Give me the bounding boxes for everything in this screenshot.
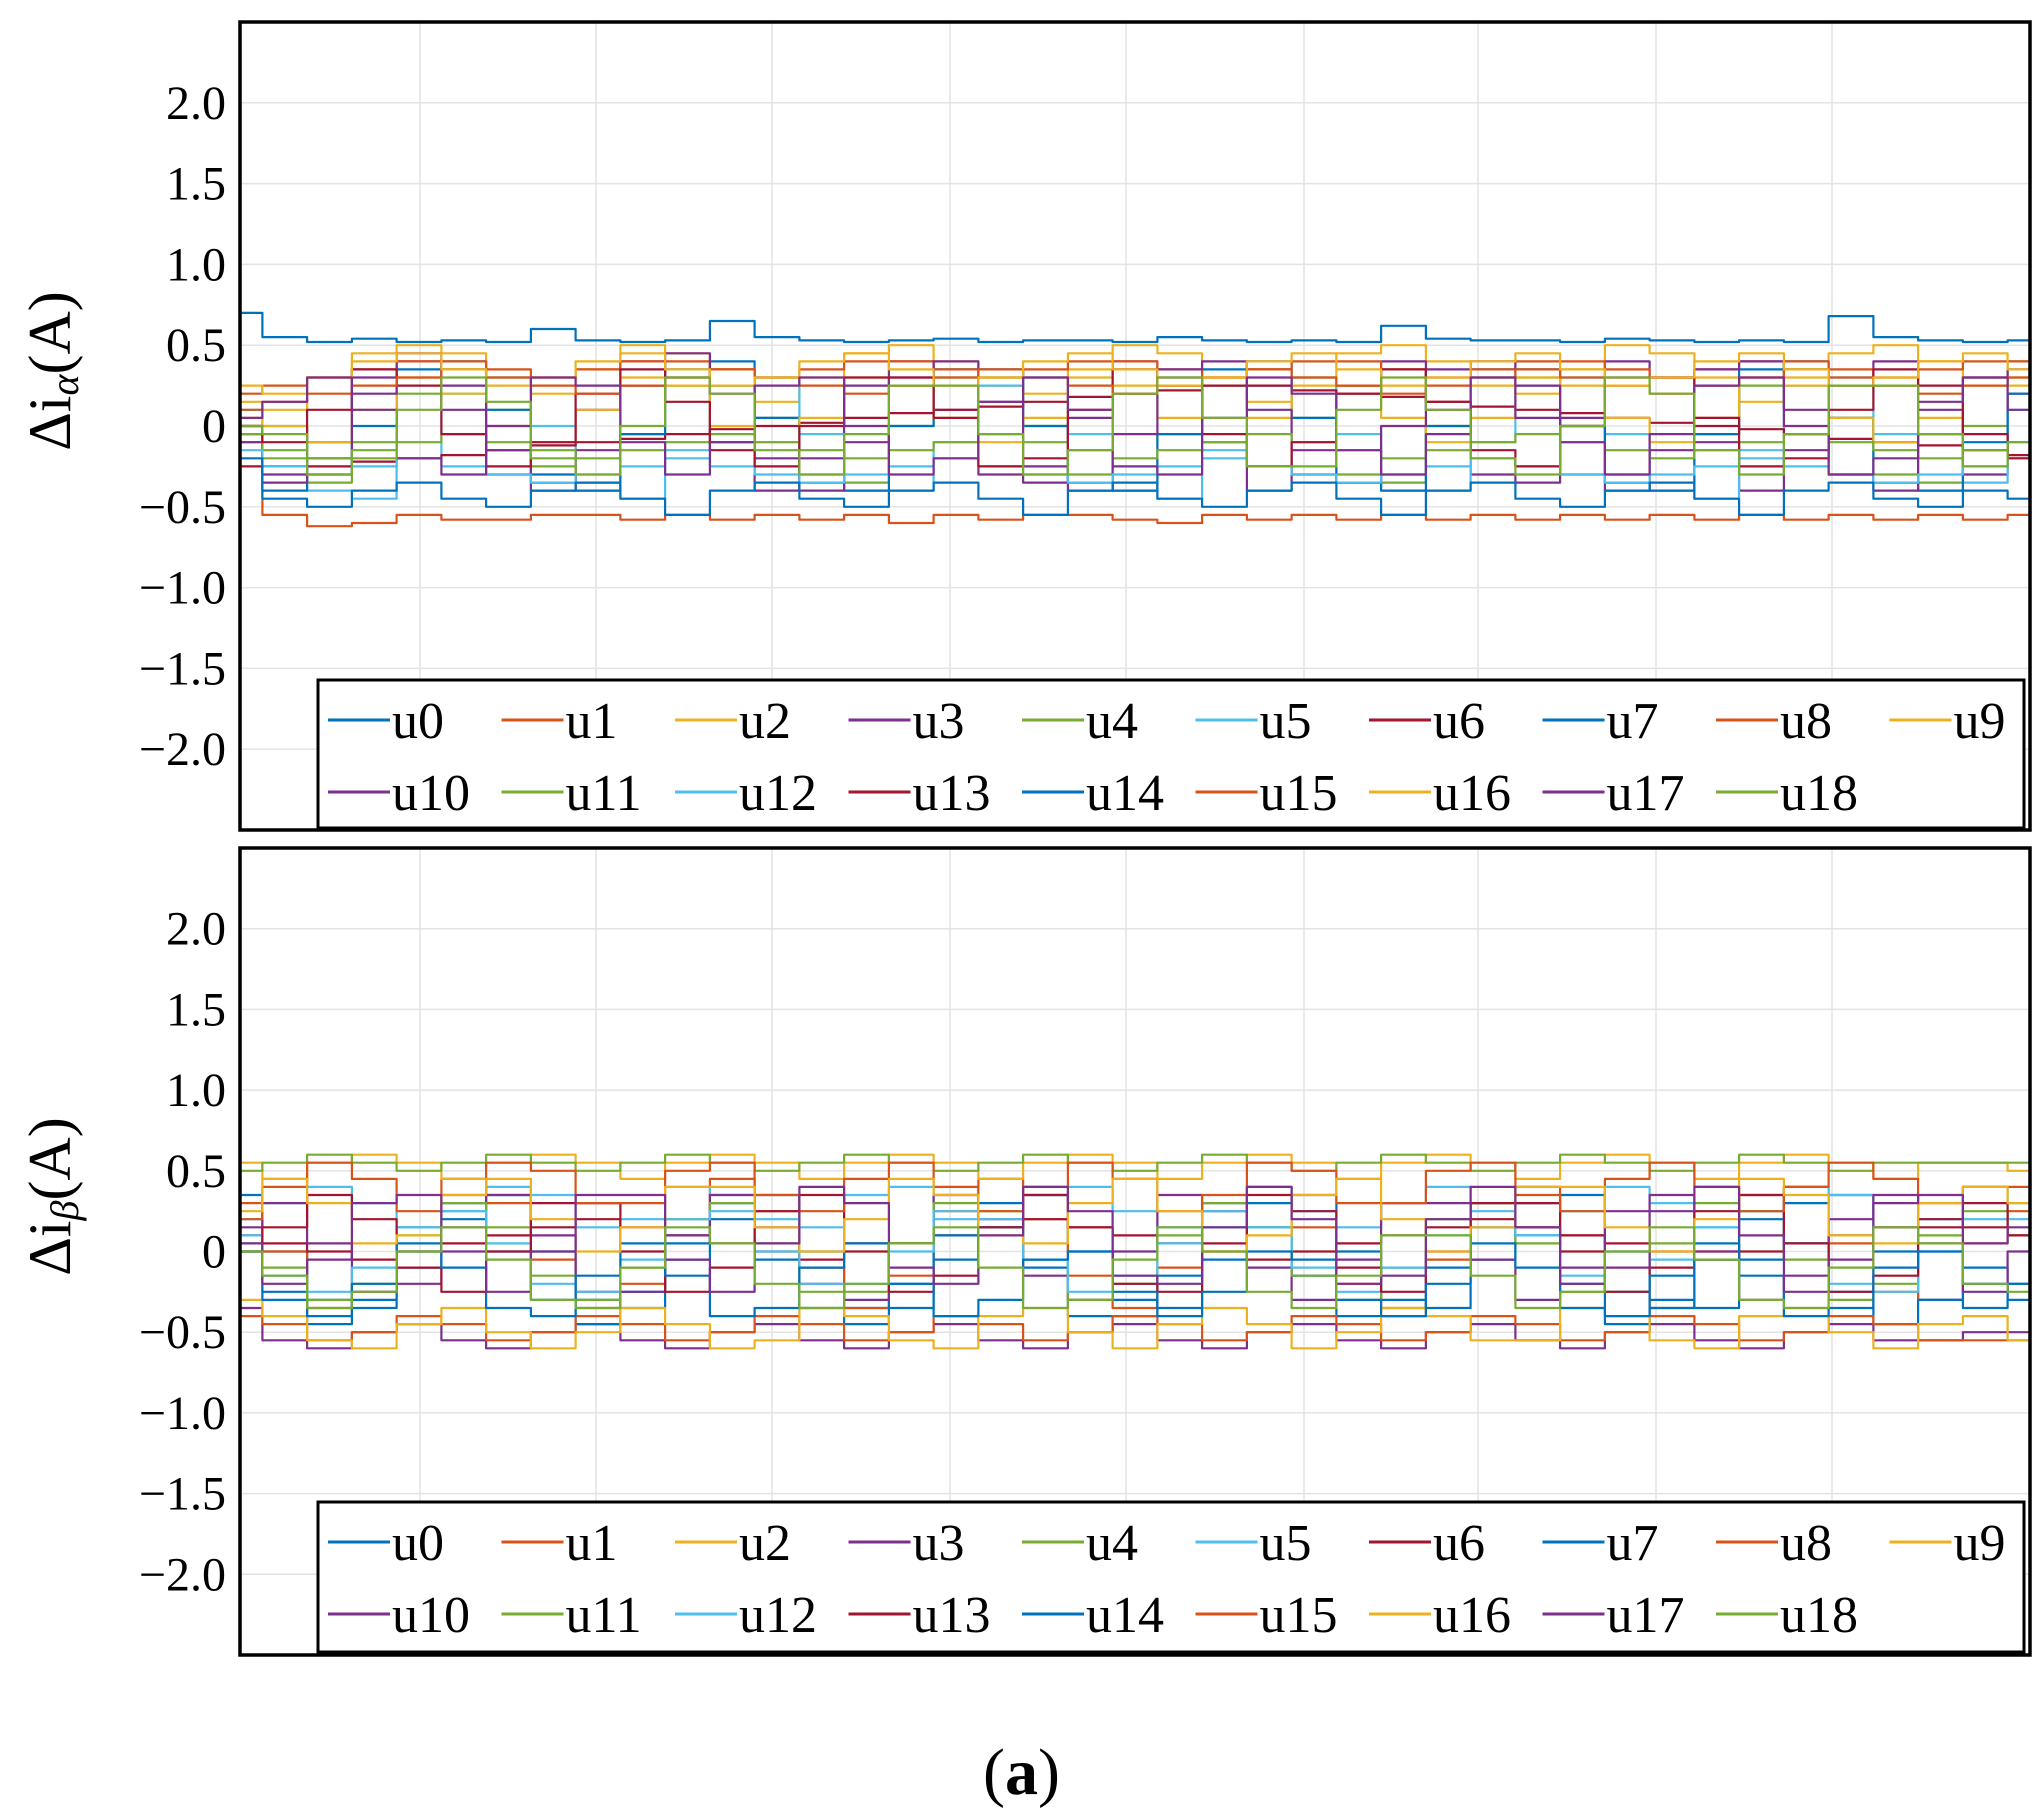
legend-label-u1: u1: [566, 693, 618, 750]
legend-label-u2: u2: [739, 1515, 791, 1572]
ytick-label: −1.5: [139, 642, 226, 695]
ytick-label: 2.0: [166, 903, 226, 956]
legend-label-u18: u18: [1780, 765, 1858, 822]
ytick-label: 2.0: [166, 77, 226, 130]
series-line-u15: [240, 368, 2030, 411]
legend-label-u18: u18: [1780, 1587, 1858, 1644]
legend-label-u11: u11: [566, 765, 642, 822]
legend-label-u7: u7: [1607, 693, 1659, 750]
ytick-label: 1.0: [166, 238, 226, 291]
legend-label-u6: u6: [1433, 693, 1485, 750]
legend-label-u5: u5: [1260, 1515, 1312, 1572]
legend-label-u5: u5: [1260, 693, 1312, 750]
legend-label-u14: u14: [1086, 765, 1164, 822]
legend-label-u10: u10: [392, 1587, 470, 1644]
legend-label-u11: u11: [566, 1587, 642, 1644]
series-line-u11: [240, 433, 2030, 460]
series-line-u9: [240, 1298, 2030, 1350]
ytick-label: 0: [202, 1226, 226, 1279]
series-line-u17: [240, 376, 2030, 476]
y-axis-label-sub: β: [42, 1200, 87, 1221]
legend-label-u14: u14: [1086, 1587, 1164, 1644]
legend-label-u13: u13: [913, 765, 991, 822]
series-line-u6: [240, 1218, 2030, 1261]
y-axis-label: Δiα(A): [17, 291, 87, 451]
legend-label-u12: u12: [739, 1587, 817, 1644]
legend-label-u15: u15: [1260, 765, 1338, 822]
y-axis-label-sub: α: [42, 374, 87, 396]
series-line-u18: [240, 1226, 2030, 1310]
legend-label-u7: u7: [1607, 1515, 1659, 1572]
y-axis-label-prefix: Δi: [17, 396, 83, 451]
y-axis-label: Δiβ(A): [17, 1117, 87, 1275]
legend: u0 u1 u2 u3 u4 u5 u6 u7 u8 u9 u10 u11 u12 u13 u14 u15 u1…: [316, 678, 2026, 830]
series-line-u5: [240, 376, 2030, 500]
caption-label: a: [1005, 1736, 1038, 1809]
ytick-label: −2.0: [139, 723, 226, 776]
legend-label-u6: u6: [1433, 1515, 1485, 1572]
legend-label-u16: u16: [1433, 765, 1511, 822]
legend-label-u4: u4: [1086, 693, 1138, 750]
legend-label-u1: u1: [566, 1515, 618, 1572]
ytick-label: 0: [202, 400, 226, 453]
ytick-label: 1.5: [166, 158, 226, 211]
legend: u0 u1 u2 u3 u4 u5 u6 u7 u8 u9 u10 u11 u12 u13 u14 u15 u1…: [316, 1500, 2026, 1654]
series-line-u13: [240, 368, 2030, 468]
legend-label-u0: u0: [392, 693, 444, 750]
legend-box: [316, 678, 2026, 830]
legend-label-u2: u2: [739, 693, 791, 750]
legend-label-u15: u15: [1260, 1587, 1338, 1644]
series-line-u14: [240, 457, 2030, 516]
legend-label-u9: u9: [1954, 1515, 2006, 1572]
legend-label-u10: u10: [392, 765, 470, 822]
ytick-label: −0.5: [139, 481, 226, 534]
legend-label-u8: u8: [1780, 1515, 1832, 1572]
series-line-u5: [240, 1185, 2030, 1229]
ytick-label: −1.0: [139, 562, 226, 615]
series-line-u16: [240, 352, 2030, 395]
y-axis-label-suffix: (A): [17, 1117, 83, 1200]
ytick-label: 0.5: [166, 1145, 226, 1198]
legend-label-u17: u17: [1607, 1587, 1685, 1644]
series-group: [240, 1153, 2030, 1350]
series-line-u17: [240, 1185, 2030, 1293]
ytick-label: −1.5: [139, 1468, 226, 1521]
legend-label-u3: u3: [913, 1515, 965, 1572]
series-line-u8: [240, 1315, 2030, 1342]
ytick-label: −2.0: [139, 1548, 226, 1601]
ytick-label: 1.0: [166, 1064, 226, 1117]
legend-label-u4: u4: [1086, 1515, 1138, 1572]
ytick-label: −0.5: [139, 1306, 226, 1359]
series-line-u18: [240, 376, 2030, 476]
series-line-u0: [240, 311, 2030, 344]
series-line-u3: [240, 1306, 2030, 1350]
ytick-label: 1.5: [166, 983, 226, 1036]
figure-caption: (a): [983, 1736, 1060, 1809]
series-line-u2: [240, 1153, 2030, 1180]
axes-box: [238, 846, 2032, 1657]
legend-label-u16: u16: [1433, 1587, 1511, 1644]
series-line-u10: [240, 352, 2030, 492]
legend-label-u0: u0: [392, 1515, 444, 1572]
y-axis-label-prefix: Δi: [17, 1220, 83, 1275]
legend-box: [316, 1500, 2026, 1654]
legend-label-u3: u3: [913, 693, 965, 750]
ytick-label: 0.5: [166, 319, 226, 372]
axes-box: [238, 20, 2032, 832]
series-line-u16: [240, 1177, 2030, 1253]
legend-label-u9: u9: [1954, 693, 2006, 750]
legend-label-u8: u8: [1780, 693, 1832, 750]
y-axis-label-suffix: (A): [17, 291, 83, 374]
series-group: [240, 311, 2030, 528]
legend-label-u13: u13: [913, 1587, 991, 1644]
ytick-label: −1.0: [139, 1387, 226, 1440]
series-line-u14: [240, 1242, 2030, 1318]
legend-label-u17: u17: [1607, 765, 1685, 822]
series-line-u1: [240, 441, 2030, 528]
legend-label-u12: u12: [739, 765, 817, 822]
